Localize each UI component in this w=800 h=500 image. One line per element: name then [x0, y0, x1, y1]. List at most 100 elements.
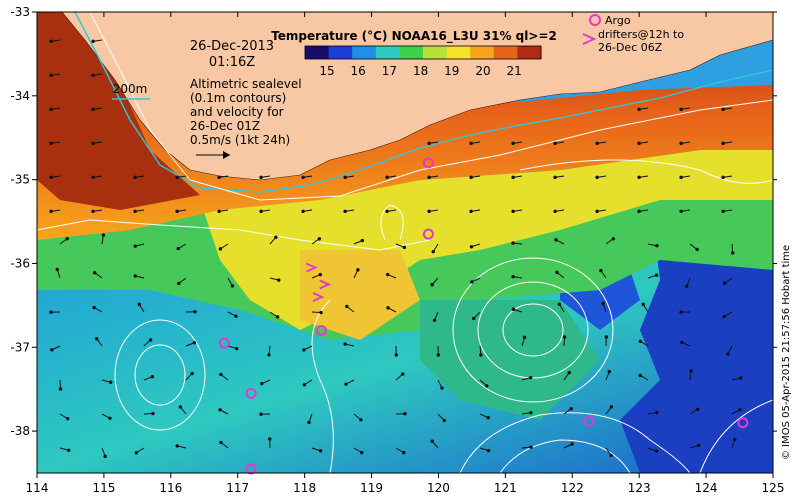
- velocity-arrow-head: [595, 209, 599, 214]
- velocity-arrow-head: [442, 418, 446, 423]
- velocity-arrow-head: [427, 175, 431, 180]
- velocity-arrow-head: [679, 209, 683, 214]
- velocity-arrow-head: [511, 274, 515, 279]
- velocity-arrow-head: [234, 346, 239, 351]
- velocity-arrow-head: [343, 209, 347, 214]
- velocity-arrow-head: [511, 307, 516, 311]
- velocity-arrow-head: [679, 175, 683, 180]
- colorbar-swatch: [517, 46, 542, 59]
- velocity-arrow-head: [386, 306, 390, 310]
- velocity-arrow-head: [401, 372, 405, 376]
- time-text: 01:16Z: [209, 55, 255, 70]
- velocity-arrow-head: [609, 453, 613, 458]
- velocity-arrow-head: [679, 141, 683, 146]
- velocity-arrow-head: [103, 454, 107, 459]
- velocity-arrow-head: [432, 318, 437, 322]
- colorbar-swatch: [352, 46, 377, 59]
- velocity-arrow-head: [511, 175, 515, 180]
- altimetric-text-line: (0.1m contours): [190, 91, 286, 105]
- velocity-arrow-head: [695, 407, 700, 412]
- velocity-arrow-head: [641, 302, 645, 307]
- y-tick-label: -34: [10, 89, 30, 103]
- drifter-marker: [305, 262, 318, 273]
- velocity-arrow-head: [637, 209, 641, 214]
- velocity-arrow-head: [151, 411, 155, 416]
- x-tick-label: 123: [628, 481, 651, 495]
- velocity-arrow-head: [259, 412, 263, 416]
- velocity-arrow-head: [427, 209, 431, 214]
- velocity-arrow-head: [604, 335, 608, 339]
- velocity-arrow-head: [655, 410, 659, 415]
- velocity-arrow-head: [190, 371, 194, 376]
- y-tick-label: -36: [10, 256, 30, 270]
- velocity-arrow-head: [67, 448, 71, 452]
- velocity-arrow-head: [528, 375, 533, 380]
- velocity-arrow-head: [638, 373, 642, 378]
- velocity-arrow-head: [274, 235, 278, 239]
- x-tick-label: 125: [762, 481, 785, 495]
- velocity-arrow-head: [193, 310, 197, 314]
- velocity-arrow-head: [259, 175, 263, 180]
- velocity-arrow-head: [176, 246, 180, 251]
- argo-floats: [218, 157, 749, 475]
- velocity-arrow-head: [557, 302, 562, 306]
- velocity-arrow-head: [738, 408, 742, 412]
- argo-float-marker: [245, 387, 257, 399]
- velocity-arrow-head: [385, 175, 389, 180]
- y-tick-label: -38: [10, 424, 30, 438]
- argo-float-marker: [315, 325, 327, 337]
- velocity-arrow-head: [553, 209, 557, 214]
- velocity-arrow-head: [733, 437, 737, 442]
- velocity-arrow-head: [133, 244, 137, 248]
- velocity-arrow-head: [472, 316, 476, 321]
- x-tick-label: 119: [360, 481, 383, 495]
- x-tick-label: 117: [226, 481, 249, 495]
- velocity-arrow-head: [685, 284, 689, 289]
- velocity-arrow-head: [722, 314, 726, 319]
- credit-text: © IMOS 05-Apr-2015 21:57:56 Hobart time: [781, 245, 792, 460]
- colorbar-swatch: [375, 46, 400, 59]
- sst-field: [37, 12, 773, 473]
- velocity-arrow-head: [607, 369, 611, 374]
- velocity-arrow-head: [259, 209, 263, 214]
- velocity-arrow-head: [360, 238, 364, 243]
- velocity-arrow-head: [731, 251, 735, 255]
- velocity-scale-arrowhead: [223, 151, 230, 159]
- velocity-arrow-head: [430, 283, 434, 287]
- velocity-arrow-head: [726, 352, 730, 356]
- velocity-arrow-head: [680, 340, 684, 344]
- drifters: [305, 262, 332, 302]
- colorbar-label: 17: [382, 64, 397, 78]
- velocity-arrow-head: [553, 175, 557, 180]
- colorbar-label: 20: [475, 64, 490, 78]
- velocity-arrow-head: [137, 302, 142, 307]
- velocity-arrow-head: [343, 175, 347, 180]
- land-australia: [61, 12, 773, 181]
- velocity-arrow-head: [345, 304, 349, 309]
- velocity-arrow-head: [599, 268, 603, 273]
- velocity-arrow-head: [93, 271, 97, 275]
- velocity-arrow-head: [360, 450, 364, 455]
- velocity-arrow-head: [654, 273, 659, 277]
- velocity-arrow-head: [108, 416, 112, 420]
- velocity-arrow-head: [469, 175, 473, 180]
- velocity-arrow-head: [485, 384, 489, 388]
- velocity-arrow-head: [65, 236, 69, 241]
- velocity-arrow-head: [234, 314, 238, 318]
- velocity-arrow-head: [595, 175, 599, 180]
- velocity-arrow-head: [218, 247, 223, 251]
- altimetric-text-line: Altimetric sealevel: [190, 77, 302, 91]
- velocity-arrow-head: [655, 244, 659, 248]
- velocity-arrow-head: [469, 209, 473, 214]
- velocity-arrow-head: [440, 386, 444, 390]
- altimetric-text-line: 0.5m/s (1kt 24h): [190, 133, 290, 147]
- velocity-arrow-head: [554, 238, 558, 242]
- velocity-arrow-head: [394, 353, 398, 357]
- drifter-marker: [312, 292, 325, 302]
- colorbar-swatch: [470, 46, 495, 59]
- y-axis: -33 -34 -35 -36 -37 -38: [10, 5, 777, 438]
- velocity-arrow-head: [469, 245, 474, 249]
- velocity-arrow-head: [511, 209, 515, 214]
- velocity-arrow-head: [65, 416, 70, 421]
